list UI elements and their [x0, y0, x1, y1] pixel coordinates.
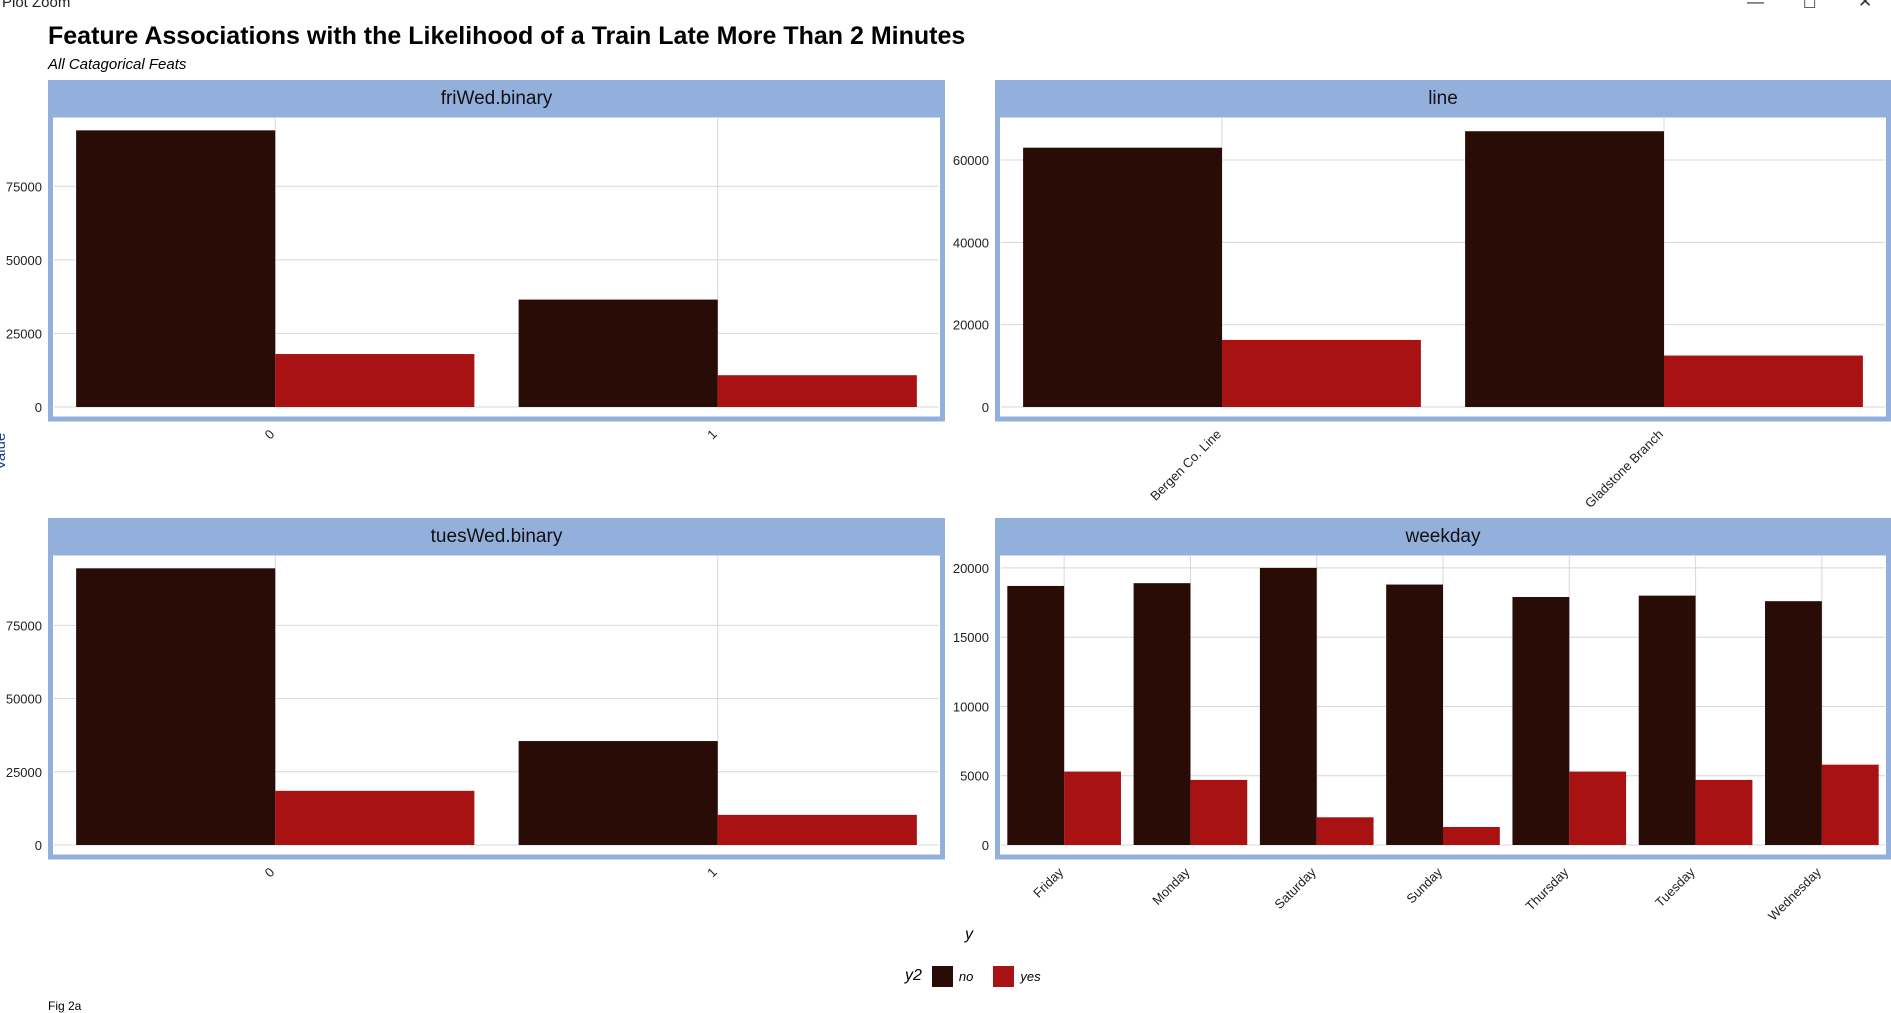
bar-yes [1569, 771, 1627, 845]
bar-yes [1695, 779, 1753, 845]
y-tick-label: 40000 [953, 235, 989, 250]
panel-line: line 0 20000 40000 60000 Bergen Co. Line Glads… [953, 80, 1891, 511]
bar-no [1638, 595, 1696, 845]
legend-label-no: no [958, 968, 974, 984]
facet-strip [48, 80, 945, 115]
bar-yes [275, 354, 475, 407]
bar-no [1512, 597, 1570, 845]
y-tick-label: 50000 [6, 253, 42, 268]
bar-no [518, 741, 718, 845]
legend-swatch-no [931, 965, 953, 987]
facet-strip [995, 80, 1891, 115]
bar-no [1259, 567, 1317, 845]
y-tick-label: 0 [982, 400, 989, 415]
bar-no [1023, 147, 1222, 407]
bar-no [518, 299, 718, 407]
bar-no [1133, 583, 1191, 845]
panel-tuesWed-binary: tuesWed.binary 0 25000 50000 75000 0 1 [6, 518, 945, 880]
y-tick-label: 5000 [960, 769, 989, 784]
bar-no [1386, 584, 1443, 845]
y-tick-label: 75000 [6, 618, 42, 633]
y-tick-label: 25000 [6, 765, 42, 780]
plot-title: Feature Associations with the Likelihood… [48, 22, 966, 50]
bar-yes [1316, 817, 1374, 845]
bar-yes [1190, 779, 1248, 845]
y-tick-label: 0 [35, 838, 42, 853]
window-titlebar: Plot Zoom — ☐ ✕ [0, 0, 1891, 14]
window-title: Plot Zoom [2, 0, 71, 11]
y-tick-label: 60000 [953, 153, 989, 168]
x-tick-label: 0 [262, 865, 278, 881]
legend: y2 no yes [905, 963, 1055, 989]
panel-friWed-binary: friWed.binary 0 25000 50000 75000 0 1 [6, 80, 945, 442]
y-tick-label: 25000 [6, 326, 42, 341]
bar-no [1007, 585, 1065, 845]
maximize-icon[interactable]: ☐ [1803, 0, 1817, 12]
x-tick-label: Friday [1030, 864, 1066, 900]
bar-yes [1064, 771, 1121, 845]
x-tick-label: Monday [1149, 864, 1193, 908]
y-tick-label: 10000 [953, 699, 989, 714]
bar-yes [1443, 826, 1500, 845]
facet-strip-label: friWed.binary [441, 88, 553, 109]
bar-no [1465, 131, 1664, 408]
bar-yes [717, 814, 917, 845]
minimize-icon[interactable]: — [1747, 0, 1764, 11]
bar-no [76, 568, 276, 845]
x-tick-label: 1 [704, 865, 720, 881]
close-icon[interactable]: ✕ [1858, 0, 1873, 11]
y-tick-label: 0 [982, 838, 989, 853]
bar-no [76, 130, 276, 407]
x-tick-label: Gladstone Branch [1582, 427, 1666, 511]
bar-no [1765, 601, 1822, 845]
y-tick-label: 15000 [953, 630, 989, 645]
x-tick-label: Thursday [1522, 864, 1571, 913]
x-tick-label: Sunday [1403, 864, 1445, 906]
panel-weekday: weekday 0 5000 10000 15000 20000 Friday Monday S… [953, 518, 1891, 924]
facet-strip-label: tuesWed.binary [431, 526, 563, 547]
legend-label-yes: yes [1020, 968, 1041, 984]
facet-strip [995, 518, 1891, 553]
y-tick-label: 50000 [6, 692, 42, 707]
bar-yes [1821, 764, 1879, 845]
x-axis-title: y [965, 926, 973, 943]
y-tick-label: 20000 [953, 318, 989, 333]
facet-strip-label: line [1428, 88, 1458, 109]
bar-yes [275, 790, 475, 845]
x-tick-label: Bergen Co. Line [1147, 427, 1224, 504]
plot-subtitle: All Catagorical Feats [48, 56, 187, 73]
facet-strip [48, 518, 945, 553]
bar-yes [717, 375, 917, 407]
x-tick-label: 1 [704, 427, 720, 443]
bar-yes [1222, 339, 1421, 407]
bar-yes [1664, 355, 1863, 407]
y-tick-label: 75000 [6, 179, 42, 194]
facet-strip-label: weekday [1405, 526, 1481, 547]
legend-title: y2 [905, 967, 922, 984]
x-tick-label: Tuesday [1652, 864, 1698, 910]
y-tick-label: 20000 [953, 561, 989, 576]
figure-caption: Fig 2a [48, 999, 82, 1013]
x-tick-label: Wednesday [1765, 864, 1824, 923]
y-tick-label: 0 [35, 400, 42, 415]
legend-swatch-yes [993, 965, 1015, 987]
x-tick-label: Saturday [1271, 864, 1319, 912]
x-tick-label: 0 [262, 427, 278, 443]
